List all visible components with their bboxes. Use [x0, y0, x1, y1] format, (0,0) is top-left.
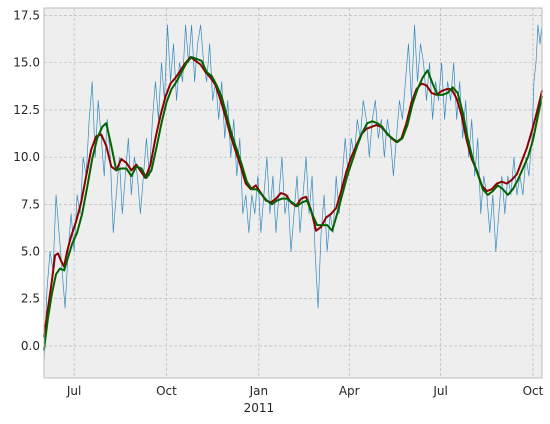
y-tick-label: 15.0 [13, 56, 40, 70]
x-tick-label: Jul [66, 384, 81, 398]
y-tick-label: 12.5 [13, 103, 40, 117]
y-tick-label: 17.5 [13, 9, 40, 23]
x-tick-label: Jul [432, 384, 447, 398]
y-tick-label: 7.5 [21, 197, 40, 211]
y-tick-label: 10.0 [13, 150, 40, 164]
y-tick-label: 2.5 [21, 292, 40, 306]
x-tick-label: Apr [339, 384, 360, 398]
x-tick-label: Jan [249, 384, 269, 398]
y-tick-label: 0.0 [21, 339, 40, 353]
y-tick-label: 5.0 [21, 245, 40, 259]
x-tick-year-label: 2011 [244, 401, 275, 415]
plot-background [44, 8, 542, 378]
y-axis: 0.0 2.5 5.0 7.5 10.0 12.5 15.0 17.5 [13, 9, 40, 353]
x-tick-label: Oct [156, 384, 177, 398]
x-tick-label: Oct [523, 384, 544, 398]
x-axis: Jul Oct Jan 2011 Apr Jul Oct [66, 384, 544, 415]
